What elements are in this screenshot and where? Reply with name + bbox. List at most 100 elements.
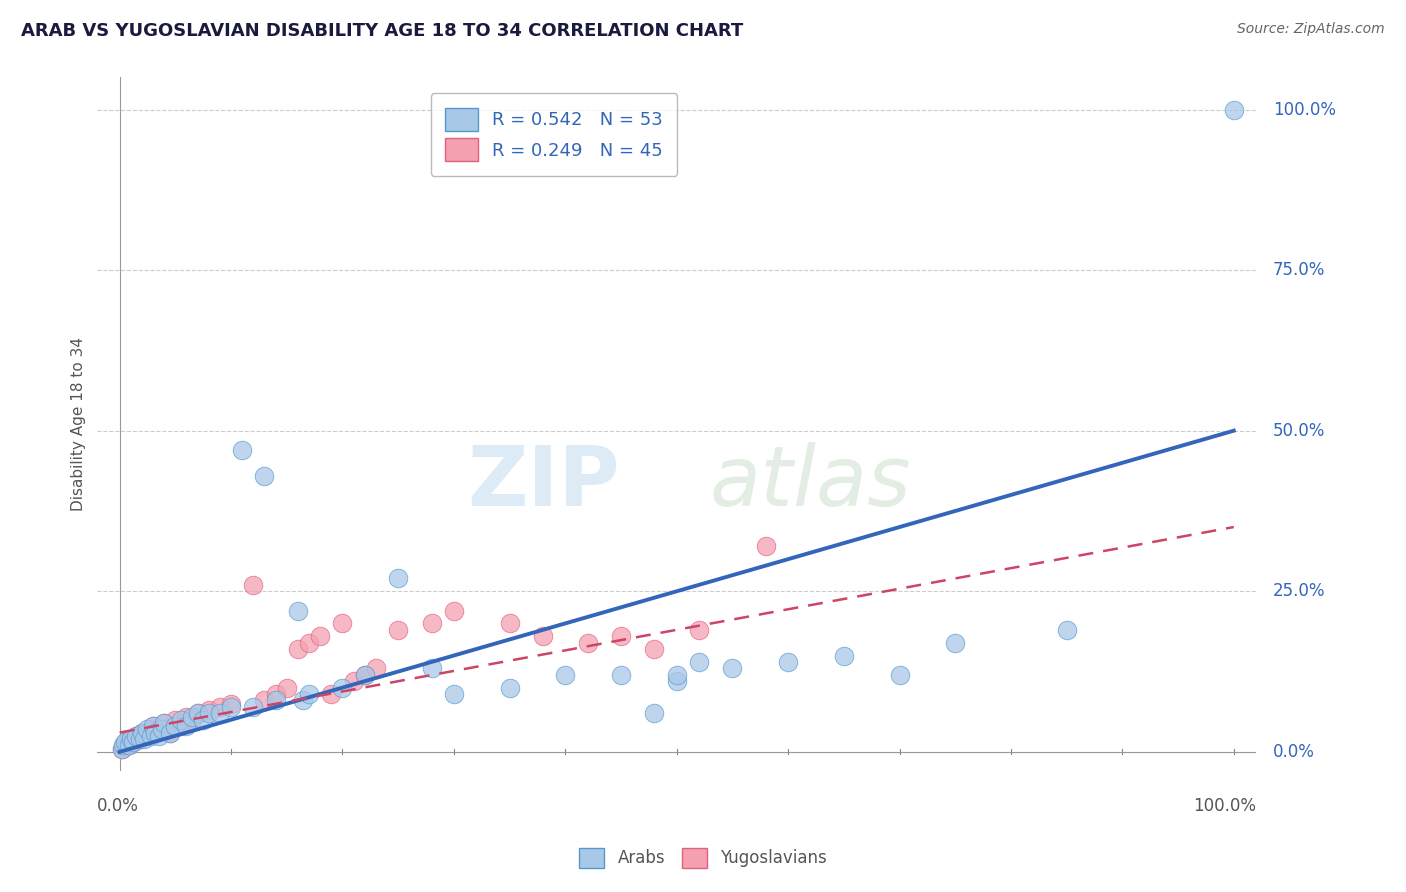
Text: 25.0%: 25.0% bbox=[1272, 582, 1326, 600]
Point bbox=[148, 729, 170, 743]
Point bbox=[353, 667, 375, 681]
Point bbox=[114, 735, 136, 749]
Point bbox=[943, 635, 966, 649]
Point bbox=[159, 725, 181, 739]
Point bbox=[117, 739, 139, 753]
Point bbox=[665, 667, 688, 681]
Point bbox=[208, 699, 231, 714]
Point bbox=[498, 616, 520, 631]
Point bbox=[219, 699, 242, 714]
Point bbox=[208, 706, 231, 721]
Point bbox=[170, 713, 193, 727]
Point bbox=[150, 723, 173, 737]
Point bbox=[643, 706, 665, 721]
Legend: R = 0.542   N = 53, R = 0.249   N = 45: R = 0.542 N = 53, R = 0.249 N = 45 bbox=[430, 94, 678, 176]
Text: ARAB VS YUGOSLAVIAN DISABILITY AGE 18 TO 34 CORRELATION CHART: ARAB VS YUGOSLAVIAN DISABILITY AGE 18 TO… bbox=[21, 22, 744, 40]
Point bbox=[112, 739, 135, 753]
Point bbox=[420, 616, 443, 631]
Point bbox=[125, 729, 148, 743]
Point bbox=[176, 719, 198, 733]
Point bbox=[181, 709, 204, 723]
Text: 0.0%: 0.0% bbox=[97, 797, 139, 814]
Point bbox=[242, 578, 264, 592]
Point bbox=[688, 655, 710, 669]
Point bbox=[889, 667, 911, 681]
Legend: Arabs, Yugoslavians: Arabs, Yugoslavians bbox=[572, 841, 834, 875]
Text: ZIP: ZIP bbox=[467, 442, 619, 523]
Point bbox=[142, 719, 165, 733]
Point bbox=[193, 713, 215, 727]
Point bbox=[176, 709, 198, 723]
Text: 75.0%: 75.0% bbox=[1272, 261, 1324, 279]
Point bbox=[115, 735, 138, 749]
Point bbox=[610, 667, 633, 681]
Point bbox=[136, 723, 159, 737]
Y-axis label: Disability Age 18 to 34: Disability Age 18 to 34 bbox=[72, 337, 86, 511]
Point bbox=[778, 655, 800, 669]
Point bbox=[1056, 623, 1078, 637]
Point bbox=[165, 719, 187, 733]
Point bbox=[287, 603, 309, 617]
Point bbox=[187, 706, 209, 721]
Point bbox=[721, 661, 744, 675]
Point bbox=[755, 539, 778, 553]
Point bbox=[832, 648, 855, 663]
Point bbox=[554, 667, 576, 681]
Point bbox=[298, 687, 321, 701]
Point bbox=[136, 725, 159, 739]
Point bbox=[665, 674, 688, 689]
Point bbox=[688, 623, 710, 637]
Point bbox=[148, 723, 170, 737]
Point bbox=[264, 687, 287, 701]
Point bbox=[342, 674, 364, 689]
Point bbox=[120, 731, 142, 746]
Point bbox=[122, 735, 145, 749]
Text: Source: ZipAtlas.com: Source: ZipAtlas.com bbox=[1237, 22, 1385, 37]
Point bbox=[292, 693, 315, 707]
Point bbox=[276, 681, 298, 695]
Point bbox=[111, 739, 134, 753]
Point bbox=[309, 629, 332, 643]
Point bbox=[1222, 103, 1244, 117]
Point bbox=[531, 629, 554, 643]
Text: 50.0%: 50.0% bbox=[1272, 422, 1324, 440]
Point bbox=[231, 442, 253, 457]
Point bbox=[610, 629, 633, 643]
Point bbox=[332, 616, 354, 631]
Text: atlas: atlas bbox=[710, 442, 911, 523]
Point bbox=[134, 729, 156, 743]
Point bbox=[181, 713, 204, 727]
Text: 0.0%: 0.0% bbox=[1272, 743, 1315, 761]
Point bbox=[197, 703, 219, 717]
Point bbox=[170, 719, 193, 733]
Point bbox=[143, 725, 166, 739]
Point bbox=[111, 741, 134, 756]
Point bbox=[253, 693, 276, 707]
Point bbox=[298, 635, 321, 649]
Point bbox=[159, 725, 181, 739]
Point bbox=[332, 681, 354, 695]
Point bbox=[142, 719, 165, 733]
Point bbox=[443, 603, 465, 617]
Point bbox=[139, 729, 162, 743]
Point bbox=[153, 715, 176, 730]
Point bbox=[187, 706, 209, 721]
Text: 100.0%: 100.0% bbox=[1194, 797, 1256, 814]
Point bbox=[122, 735, 145, 749]
Point bbox=[120, 731, 142, 746]
Text: 100.0%: 100.0% bbox=[1272, 101, 1336, 119]
Point bbox=[253, 468, 276, 483]
Point bbox=[219, 697, 242, 711]
Point bbox=[197, 706, 219, 721]
Point bbox=[131, 725, 153, 739]
Point bbox=[264, 693, 287, 707]
Point bbox=[242, 699, 264, 714]
Point bbox=[420, 661, 443, 675]
Point bbox=[111, 741, 134, 756]
Point bbox=[125, 729, 148, 743]
Point bbox=[165, 713, 187, 727]
Point bbox=[128, 731, 150, 746]
Point bbox=[387, 623, 409, 637]
Point bbox=[321, 687, 343, 701]
Point bbox=[153, 715, 176, 730]
